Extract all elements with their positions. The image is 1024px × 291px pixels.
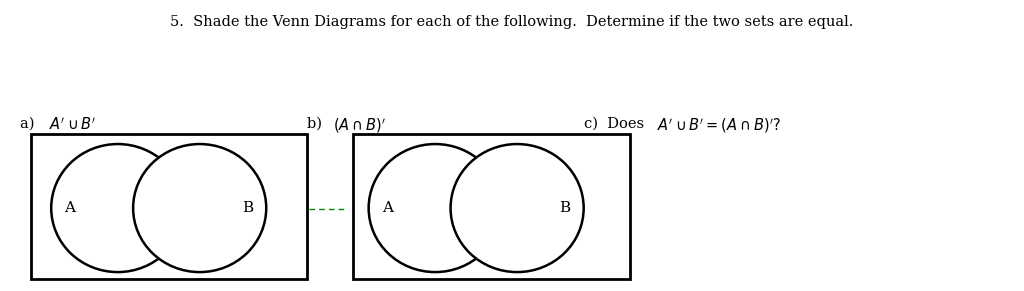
Ellipse shape	[451, 144, 584, 272]
Text: a): a)	[20, 116, 40, 130]
Ellipse shape	[369, 144, 502, 272]
Text: B: B	[242, 201, 253, 215]
Text: $\mathit{A'}\cup \mathit{B'}$: $\mathit{A'}\cup \mathit{B'}$	[49, 116, 96, 133]
Ellipse shape	[51, 144, 184, 272]
Text: B: B	[559, 201, 570, 215]
Bar	[353, 134, 630, 279]
Text: $\mathit{A'}\cup \mathit{B'} = (\mathit{A}\cap \mathit{B})'$?: $\mathit{A'}\cup \mathit{B'} = (\mathit{…	[657, 116, 781, 135]
Text: $(\mathit{A}\cap \mathit{B})'$: $(\mathit{A}\cap \mathit{B})'$	[333, 116, 385, 135]
Ellipse shape	[133, 144, 266, 272]
Text: 5.  Shade the Venn Diagrams for each of the following.  Determine if the two set: 5. Shade the Venn Diagrams for each of t…	[170, 15, 854, 29]
Text: c)  Does: c) Does	[584, 116, 648, 130]
Text: A: A	[382, 201, 393, 215]
Bar	[31, 134, 307, 279]
Text: A: A	[65, 201, 76, 215]
Text: b): b)	[307, 116, 327, 130]
